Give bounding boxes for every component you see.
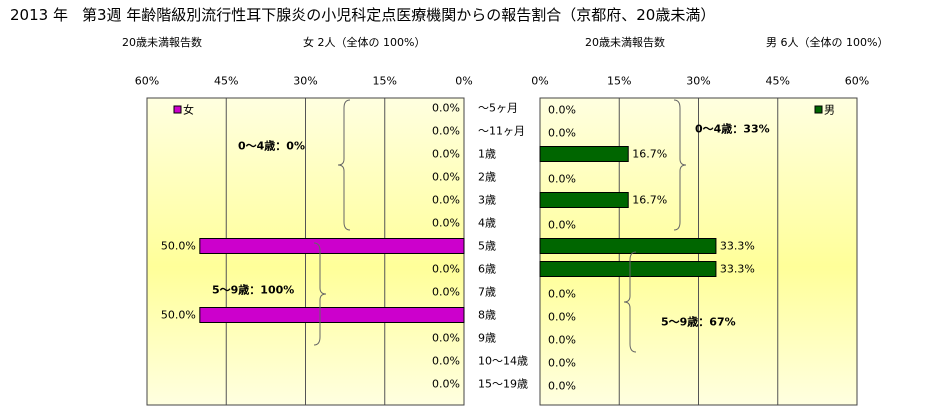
female-count-label: 20歳未満報告数 [122,36,202,49]
male-data-label: 33.3% [720,240,755,253]
category-label: 3歳 [478,194,496,207]
female-legend-label: 女 [183,103,194,117]
male-legend-label: 男 [824,104,835,117]
male-tick-label: 45% [766,75,790,88]
male-brace-0-4 [673,99,687,231]
female-legend-swatch [173,105,182,114]
female-bar [199,238,465,254]
female-annotation-0-4: 0～4歳：0% [238,139,305,153]
category-label: 7歳 [478,286,496,299]
male-data-label: 0.0% [548,357,576,370]
male-bar [539,146,629,162]
chart-year: 2013 年 [10,6,68,24]
category-label: 9歳 [478,332,496,345]
female-brace-0-4 [337,99,351,231]
male-data-label: 0.0% [548,219,576,232]
chart-title: 2013 年第3週 年齢階級別流行性耳下腺炎の小児科定点医療機関からの報告割合（… [10,4,729,25]
female-tick-label: 30% [293,75,317,88]
male-data-label: 0.0% [548,380,576,393]
female-brace-5-9 [313,242,327,346]
male-tick-label: 60% [845,75,869,88]
male-data-label: 16.7% [632,148,667,161]
female-data-label: 0.0% [432,355,460,368]
chart-title-text: 第3週 年齢階級別流行性耳下腺炎の小児科定点医療機関からの報告割合（京都府、20… [81,6,716,24]
female-data-label: 50.0% [161,309,196,322]
male-tick-label: 0% [531,75,548,88]
category-label: 5歳 [478,240,496,253]
female-tick-label: 0% [455,75,472,88]
male-tick-label: 30% [686,75,710,88]
male-annotation-0-4: 0～4歳：33% [695,122,770,136]
female-data-label: 0.0% [432,263,460,276]
female-data-label: 0.0% [432,125,460,138]
male-count-label: 20歳未満報告数 [585,36,665,49]
male-data-label: 0.0% [548,104,576,117]
female-data-label: 0.0% [432,286,460,299]
male-bar [539,238,717,254]
male-brace-5-9 [623,251,637,353]
male-data-label: 33.3% [720,263,755,276]
female-annotation-5-9: 5～9歳：100% [212,283,294,297]
female-data-label: 0.0% [432,171,460,184]
female-tick-label: 45% [214,75,238,88]
female-data-label: 50.0% [161,240,196,253]
male-bar [539,192,629,208]
male-tick-label: 15% [607,75,631,88]
category-label: 10～14歳 [478,355,528,368]
female-data-label: 0.0% [432,102,460,115]
male-data-label: 0.0% [548,173,576,186]
male-data-label: 0.0% [548,334,576,347]
male-data-label: 0.0% [548,127,576,140]
category-label: 15～19歳 [478,378,528,391]
female-bar [199,307,465,323]
female-data-label: 0.0% [432,148,460,161]
category-label: 2歳 [478,171,496,184]
female-data-label: 0.0% [432,332,460,345]
male-data-label: 0.0% [548,311,576,324]
category-label: ～5ヶ月 [478,102,518,115]
category-label: 1歳 [478,148,496,161]
female-data-label: 0.0% [432,194,460,207]
category-label: 4歳 [478,217,496,230]
category-label: 6歳 [478,263,496,276]
male-annotation-5-9: 5～9歳：67% [661,315,736,329]
female-tick-label: 15% [373,75,397,88]
female-tick-label: 60% [135,75,159,88]
category-label: 8歳 [478,309,496,322]
male-data-label: 0.0% [548,288,576,301]
male-total-label: 男 6人（全体の 100%） [766,36,889,49]
female-data-label: 0.0% [432,378,460,391]
female-data-label: 0.0% [432,217,460,230]
male-legend-swatch [814,105,823,114]
male-bar [539,261,717,277]
female-total-label: 女 2人（全体の 100%） [303,36,426,49]
male-data-label: 16.7% [632,194,667,207]
category-label: ～11ヶ月 [478,125,525,138]
